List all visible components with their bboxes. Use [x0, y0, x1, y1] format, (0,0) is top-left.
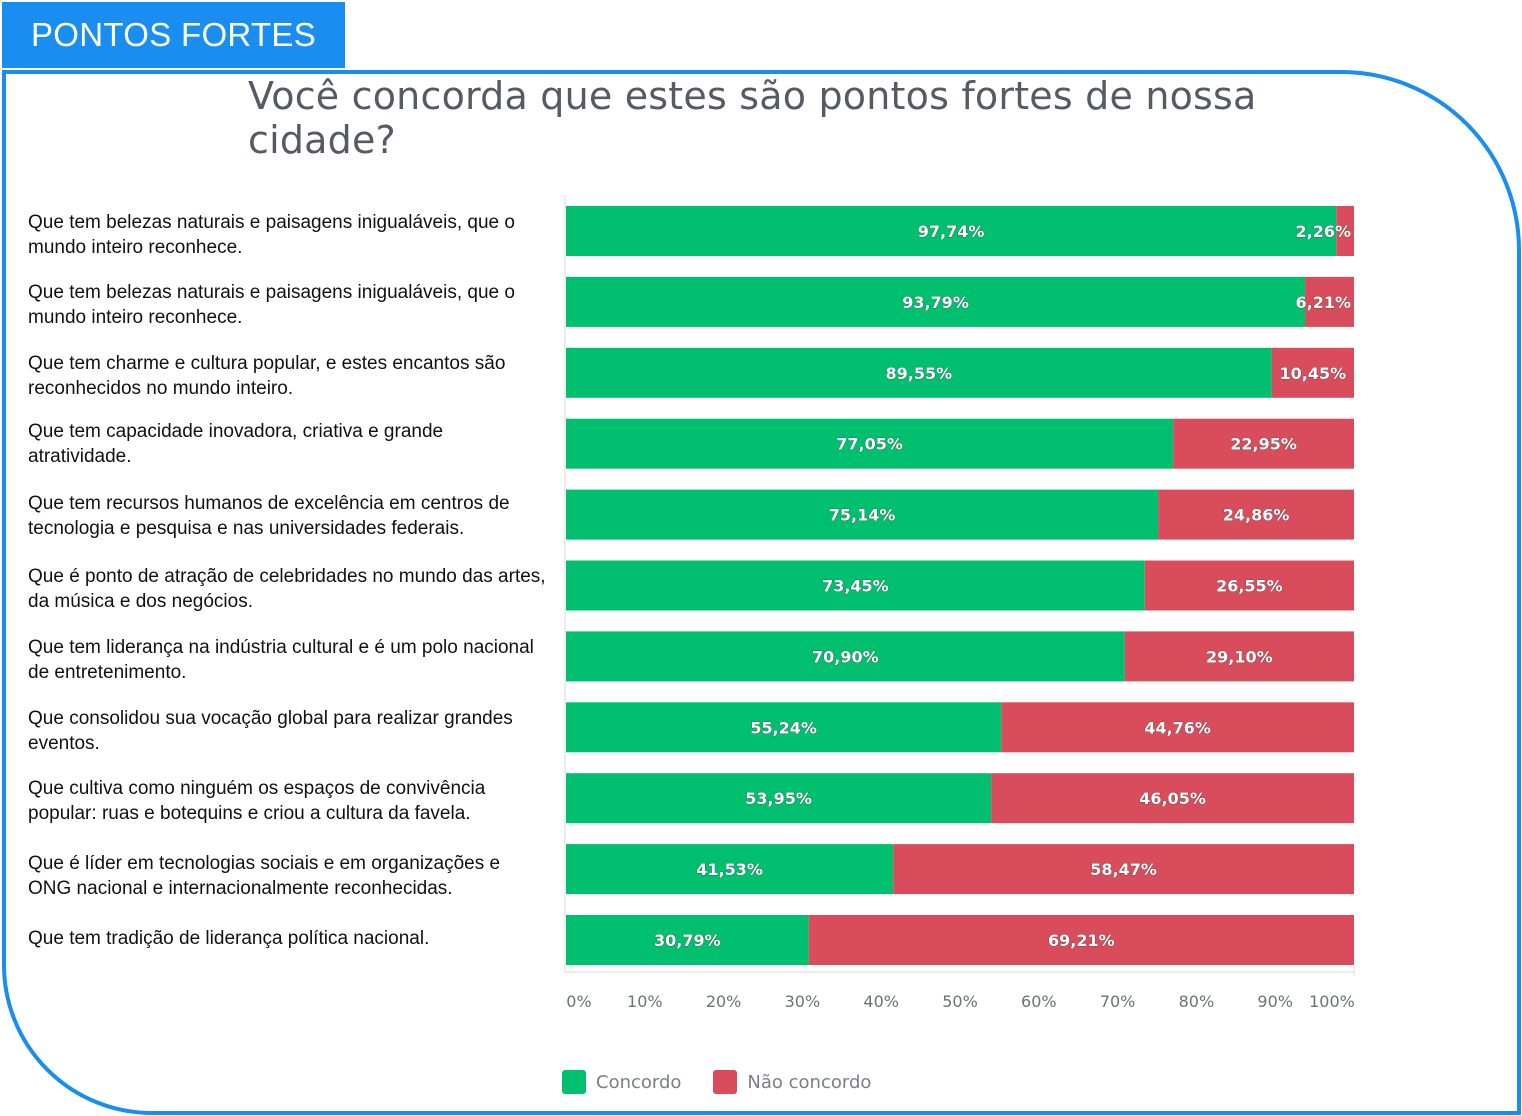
data-label-nao-concordo: 29,10% — [1206, 647, 1273, 666]
category-label: Que consolidou sua vocação global para r… — [28, 708, 513, 754]
content-frame — [2, 70, 1521, 1115]
x-tick-label: 30% — [785, 992, 821, 1011]
bar-nao-concordo — [1173, 418, 1354, 469]
category-label: Que tem belezas naturais e paisagens ini… — [28, 212, 515, 258]
legend-item-nao-concordo: Não concordo — [713, 1070, 871, 1094]
bar-concordo — [566, 631, 1125, 682]
category-label: Que tem belezas naturais e paisagens ini… — [28, 282, 515, 328]
bar-nao-concordo — [1001, 702, 1354, 753]
data-label-concordo: 70,90% — [812, 647, 879, 666]
category-label: Que é ponto de atração de celebridades n… — [28, 566, 546, 612]
data-label-nao-concordo: 58,47% — [1090, 860, 1157, 879]
data-label-nao-concordo: 6,21% — [1295, 293, 1351, 312]
x-tick-label: 90% — [1257, 992, 1293, 1011]
chart-legend: Concordo Não concordo — [562, 1070, 871, 1094]
data-label-concordo: 53,95% — [745, 789, 812, 808]
category-label: Que tem charme e cultura popular, e este… — [28, 353, 506, 399]
bar-nao-concordo — [991, 773, 1354, 824]
section-tag: PONTOS FORTES — [2, 2, 345, 68]
legend-label-concordo: Concordo — [596, 1071, 682, 1093]
x-tick-label: 40% — [863, 992, 899, 1011]
bar-concordo — [566, 347, 1272, 398]
data-label-nao-concordo: 69,21% — [1048, 931, 1115, 950]
bar-nao-concordo — [1144, 560, 1354, 611]
bar-concordo — [566, 702, 1002, 753]
legend-swatch-concordo — [562, 1070, 586, 1094]
legend-label-nao-concordo: Não concordo — [747, 1071, 872, 1093]
x-tick-label: 20% — [706, 992, 742, 1011]
x-tick-label: 80% — [1179, 992, 1215, 1011]
x-tick-label: 50% — [942, 992, 978, 1011]
data-label-concordo: 55,24% — [750, 718, 817, 737]
x-tick-label: 10% — [627, 992, 663, 1011]
data-label-concordo: 41,53% — [696, 860, 763, 879]
category-label: Que cultiva como ninguém os espaços de c… — [28, 778, 486, 824]
category-label: Que tem liderança na indústria cultural … — [28, 637, 534, 683]
legend-item-concordo: Concordo — [562, 1070, 681, 1094]
x-tick-label: 70% — [1100, 992, 1136, 1011]
category-label: Que tem tradição de liderança política n… — [28, 928, 430, 949]
bar-nao-concordo — [1336, 206, 1354, 256]
data-label-nao-concordo: 24,86% — [1223, 506, 1290, 525]
data-label-concordo: 89,55% — [886, 364, 953, 383]
data-label-nao-concordo: 2,26% — [1295, 222, 1351, 241]
bar-nao-concordo — [1305, 276, 1354, 327]
bar-concordo — [566, 844, 894, 895]
legend-swatch-nao-concordo — [713, 1070, 738, 1094]
data-label-concordo: 30,79% — [654, 931, 721, 950]
bar-concordo — [566, 418, 1174, 469]
data-label-nao-concordo: 26,55% — [1216, 577, 1283, 596]
bar-nao-concordo — [1124, 631, 1354, 682]
bar-nao-concordo — [808, 915, 1354, 965]
x-tick-label: 0% — [566, 992, 591, 1011]
bar-nao-concordo — [1158, 489, 1354, 540]
bar-nao-concordo — [1271, 347, 1354, 398]
category-label: Que tem capacidade inovadora, criativa e… — [28, 421, 444, 467]
category-label: Que tem recursos humanos de excelência e… — [28, 493, 510, 539]
data-label-concordo: 77,05% — [836, 435, 903, 454]
bar-concordo — [566, 773, 992, 824]
bar-nao-concordo — [893, 844, 1354, 895]
chart-title: Você concorda que estes são pontos forte… — [248, 74, 1257, 162]
data-label-nao-concordo: 44,76% — [1144, 718, 1211, 737]
x-tick-label: 100% — [1309, 992, 1355, 1011]
data-label-concordo: 97,74% — [918, 222, 985, 241]
data-label-concordo: 93,79% — [902, 293, 969, 312]
bar-concordo — [566, 276, 1306, 327]
data-label-nao-concordo: 46,05% — [1139, 789, 1206, 808]
data-label-nao-concordo: 22,95% — [1230, 435, 1297, 454]
data-label-nao-concordo: 10,45% — [1280, 364, 1347, 383]
x-tick-label: 60% — [1021, 992, 1057, 1011]
data-label-concordo: 75,14% — [829, 506, 896, 525]
bar-concordo — [566, 206, 1337, 256]
bar-concordo — [566, 489, 1159, 540]
category-label: Que é líder em tecnologias sociais e em … — [28, 853, 501, 899]
bar-concordo — [566, 560, 1145, 611]
data-label-concordo: 73,45% — [822, 577, 889, 596]
bar-concordo — [566, 915, 809, 965]
